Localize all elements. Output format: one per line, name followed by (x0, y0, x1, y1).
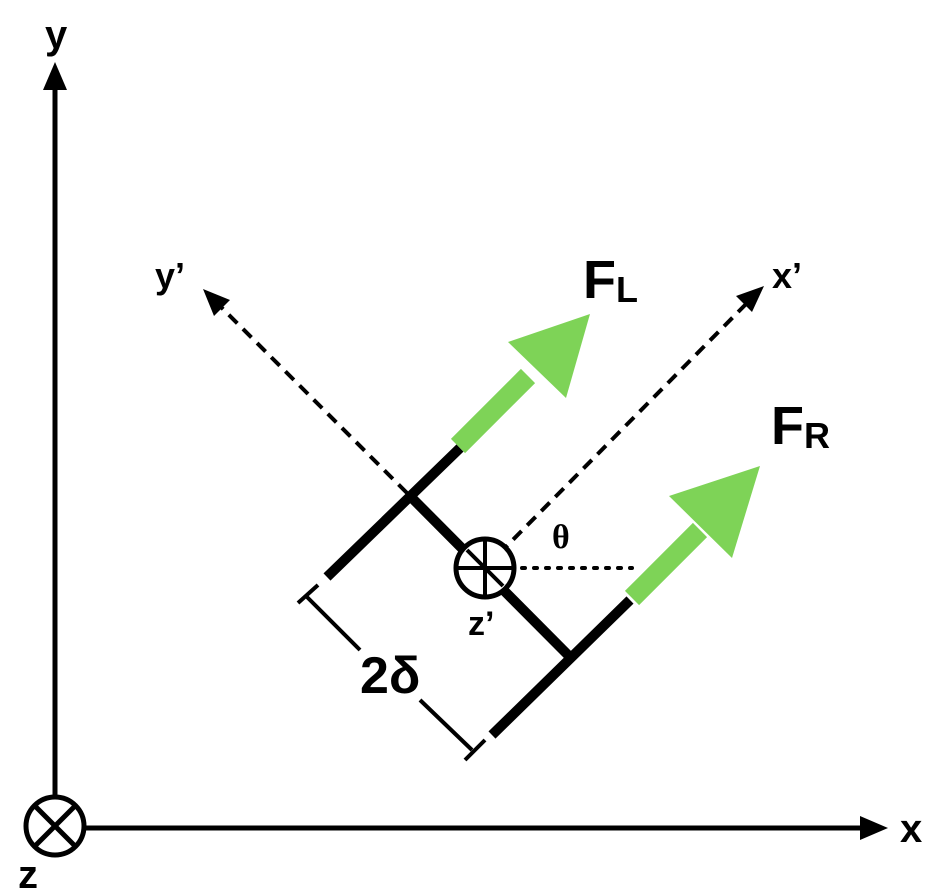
left-force-label: FL (583, 250, 638, 310)
body-axes (203, 286, 764, 570)
right-force-base: F (771, 396, 804, 456)
y-prime-label: y’ (155, 255, 185, 296)
y-axis-arrowhead (43, 62, 67, 90)
dimension-2delta (296, 583, 487, 762)
right-wheel (488, 596, 634, 739)
z-prime-label: z’ (468, 605, 494, 643)
theta-label: θ (552, 519, 570, 556)
left-wheel (323, 444, 464, 581)
z-prime-center-icon (453, 536, 517, 600)
left-force-base: F (583, 250, 616, 310)
y-axis-label: y (45, 13, 68, 57)
left-force-subscript: L (616, 269, 638, 310)
left-force-arrow-shaft (450, 368, 536, 454)
x-axis-arrowhead (860, 816, 888, 840)
x-prime-label: x’ (772, 255, 802, 296)
global-axes (23, 62, 888, 858)
x-prime-arrowhead (736, 286, 764, 312)
left-force-arrowhead (508, 314, 590, 398)
x-prime-axis (483, 300, 750, 570)
x-axis-label: x (900, 807, 922, 851)
z-axis-into-page-icon (23, 794, 87, 858)
dimension-label: 2δ (360, 647, 420, 705)
y-prime-arrowhead (203, 289, 230, 316)
right-force-subscript: R (804, 415, 830, 456)
right-force-arrowhead (669, 466, 760, 558)
y-prime-axis (216, 302, 409, 495)
z-axis-label: z (18, 853, 38, 894)
right-force-label: FR (771, 396, 830, 456)
right-force-arrow-shaft (624, 522, 708, 606)
force-arrows (450, 314, 760, 606)
